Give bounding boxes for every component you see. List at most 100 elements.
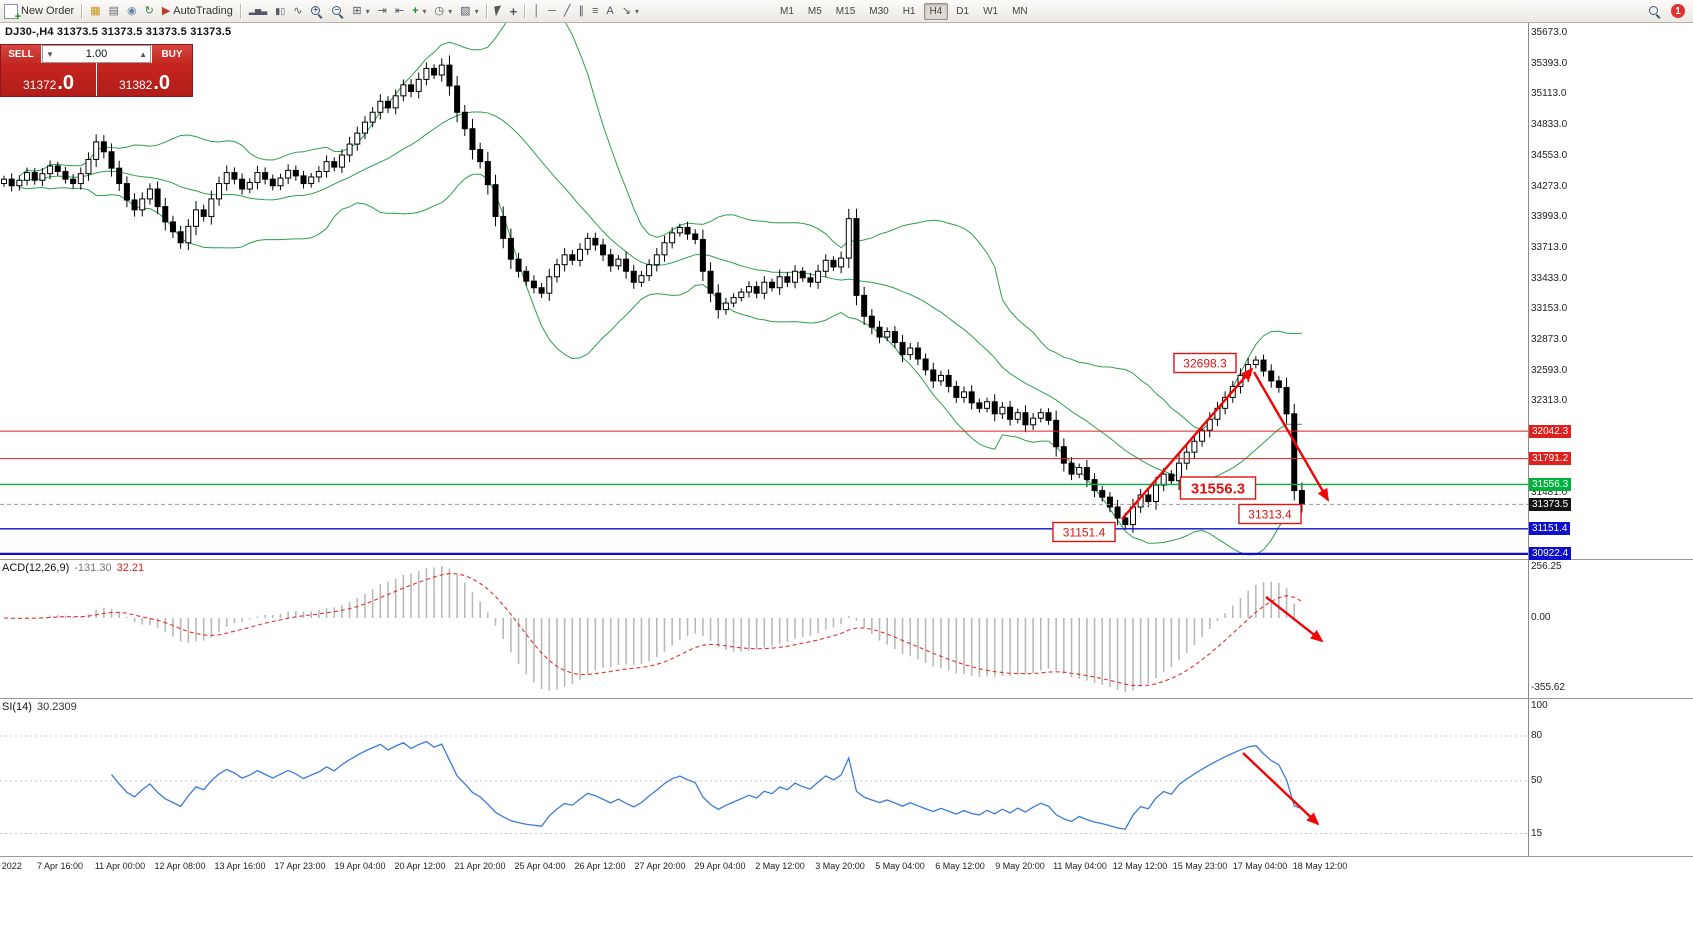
symbol-ohlc-readout: DJ30-,H4 31373.5 31373.5 31373.5 31373.5 bbox=[5, 26, 232, 38]
time-label: 18 May 12:00 bbox=[1292, 861, 1348, 871]
refresh-button[interactable]: ↻ bbox=[141, 1, 158, 21]
timeframe-m5[interactable]: M5 bbox=[807, 5, 822, 17]
time-label: 21 Apr 20:00 bbox=[454, 861, 506, 871]
bollinger-lower-band bbox=[19, 173, 1302, 556]
svg-text:32698.3: 32698.3 bbox=[1183, 356, 1227, 370]
channel-button[interactable]: ∥ bbox=[574, 1, 588, 21]
buy-button[interactable]: BUY bbox=[152, 45, 192, 63]
timeframe-h1[interactable]: H1 bbox=[902, 5, 916, 17]
autotrading-label: AutoTrading bbox=[173, 5, 233, 17]
trend-arrow-2[interactable] bbox=[1252, 371, 1330, 502]
horizontal-line-button[interactable]: ─ bbox=[544, 1, 560, 21]
time-label: 2 May 12:00 bbox=[755, 861, 805, 871]
macd-arrow[interactable] bbox=[1265, 596, 1324, 643]
periods-clock-icon: ◷ bbox=[434, 4, 445, 17]
time-label: 15 May 23:00 bbox=[1172, 861, 1228, 871]
volume-stepper[interactable]: ▼ 1.00 ▲ bbox=[42, 45, 151, 63]
timeframe-mn[interactable]: MN bbox=[1012, 5, 1028, 17]
time-label: 27 Apr 20:00 bbox=[634, 861, 686, 871]
toolbar-separator bbox=[524, 3, 527, 19]
price-axis[interactable]: 35673.0 35393.0 35113.0 34833.0 34553.0 34273… bbox=[1529, 0, 1692, 940]
rsi-arrow[interactable] bbox=[1242, 752, 1320, 826]
templates-button[interactable]: ▧ ▾ bbox=[460, 4, 479, 17]
time-label: 5 May 04:00 bbox=[875, 861, 925, 871]
search-button[interactable] bbox=[1644, 1, 1665, 21]
sell-button[interactable]: SELL bbox=[1, 45, 41, 63]
indicators-button[interactable]: + ▾ bbox=[412, 4, 427, 17]
vertical-line-button[interactable]: │ bbox=[529, 1, 544, 21]
periods-button[interactable]: ◷ ▾ bbox=[434, 4, 453, 17]
price-annotation-31313.4[interactable]: 31313.4 bbox=[1238, 503, 1302, 525]
arrows-tool-button[interactable]: ↘ ▾ bbox=[621, 4, 639, 17]
price-tick-33993.0: 33993.0 bbox=[1531, 211, 1568, 223]
price-tick-35113.0: 35113.0 bbox=[1531, 88, 1567, 100]
price-tick-33433.0: 33433.0 bbox=[1531, 272, 1568, 284]
new-order-button[interactable]: New Order bbox=[0, 1, 78, 23]
cursor-button[interactable] bbox=[491, 1, 506, 21]
timeframe-m30[interactable]: M30 bbox=[869, 5, 889, 17]
tile-windows-button[interactable]: ⊞ ▾ bbox=[352, 4, 370, 17]
price-tick-32593.0: 32593.0 bbox=[1531, 364, 1568, 376]
bar-chart-button[interactable]: ▂▅▃ bbox=[245, 1, 271, 21]
archive-button[interactable]: ▦ bbox=[86, 1, 104, 21]
rsi-axis-label-100: 100 bbox=[1531, 700, 1548, 711]
macd-axis-label-256.25: 256.25 bbox=[1531, 561, 1562, 573]
toolbar-separator bbox=[239, 3, 242, 19]
sell-price[interactable]: 31372.0 bbox=[1, 63, 96, 96]
volume-value[interactable]: 1.00 bbox=[85, 48, 108, 60]
data-window-button[interactable]: ◉ bbox=[123, 1, 141, 21]
print-button[interactable]: ▤ bbox=[105, 1, 123, 21]
timeframe-w1[interactable]: W1 bbox=[983, 5, 999, 17]
sell-price-big: .0 bbox=[57, 72, 75, 94]
timeframe-d1[interactable]: D1 bbox=[956, 5, 970, 17]
buy-price-small: 31382 bbox=[118, 78, 153, 92]
autotrading-button[interactable]: ▶ AutoTrading bbox=[158, 1, 237, 21]
trendline-button[interactable]: ╱ bbox=[560, 1, 575, 21]
time-label: 17 May 04:00 bbox=[1232, 861, 1288, 871]
chart-shift-button[interactable]: ⇤ bbox=[391, 1, 408, 21]
zoom-in-button[interactable]: + bbox=[306, 1, 327, 21]
bollinger-middle-band bbox=[19, 111, 1302, 481]
toolbar-right: 1 bbox=[1644, 1, 1693, 21]
line-chart-icon: ∿ bbox=[293, 4, 303, 17]
time-label: 3 May 20:00 bbox=[815, 861, 865, 871]
new-order-label: New Order bbox=[21, 5, 75, 17]
time-axis[interactable]: 7 Apr 2022 7 Apr 16:00 11 Apr 00:00 12 Apr … bbox=[0, 857, 1528, 879]
volume-up-button[interactable]: ▲ bbox=[139, 49, 147, 59]
price-annotation-31556.3[interactable]: 31556.3 bbox=[1179, 476, 1257, 500]
volume-down-button[interactable]: ▼ bbox=[46, 49, 54, 59]
time-label: 7 Apr 2022 bbox=[0, 861, 22, 871]
price-tag-31556.3: 31556.3 bbox=[1529, 477, 1572, 491]
templates-icon: ▧ bbox=[460, 4, 471, 17]
price-annotation-31151.4[interactable]: 31151.4 bbox=[1052, 521, 1116, 543]
svg-text:31313.4: 31313.4 bbox=[1248, 507, 1292, 521]
timeframe-m1[interactable]: M1 bbox=[779, 5, 794, 17]
text-tool-button[interactable]: A bbox=[602, 1, 617, 21]
bollinger-upper-band bbox=[19, 23, 1302, 431]
time-label: 13 Apr 16:00 bbox=[214, 861, 266, 871]
crosshair-button[interactable]: + bbox=[506, 1, 522, 21]
fibonacci-button[interactable]: ≡ bbox=[588, 1, 602, 21]
timeframe-m15[interactable]: M15 bbox=[835, 5, 856, 17]
macd-signal-line bbox=[3, 573, 1303, 687]
buy-price[interactable]: 31382.0 bbox=[97, 63, 192, 96]
zoom-out-button[interactable]: − bbox=[327, 1, 348, 21]
price-tick-35673.0: 35673.0 bbox=[1531, 27, 1568, 38]
sell-price-small: 31372 bbox=[22, 78, 57, 92]
notification-badge[interactable]: 1 bbox=[1671, 4, 1685, 18]
price-tick-34553.0: 34553.0 bbox=[1531, 149, 1568, 161]
line-chart-button[interactable]: ∿ bbox=[289, 1, 306, 21]
refresh-icon: ↻ bbox=[144, 4, 154, 17]
time-label: 29 Apr 04:00 bbox=[694, 861, 746, 871]
timeframe-h4[interactable]: H4 bbox=[923, 2, 949, 20]
buy-price-big: .0 bbox=[153, 72, 171, 94]
channel-icon: ∥ bbox=[578, 4, 584, 17]
archive-icon: ▦ bbox=[90, 4, 101, 17]
macd-label: ACD(12,26,9) bbox=[2, 562, 70, 574]
price-annotation-32698.3[interactable]: 32698.3 bbox=[1173, 352, 1237, 374]
auto-scroll-button[interactable]: ⇥ bbox=[374, 1, 391, 21]
trend-arrow-1[interactable] bbox=[1121, 367, 1254, 520]
candlestick-chart-button[interactable]: ▮▯ bbox=[271, 1, 289, 21]
